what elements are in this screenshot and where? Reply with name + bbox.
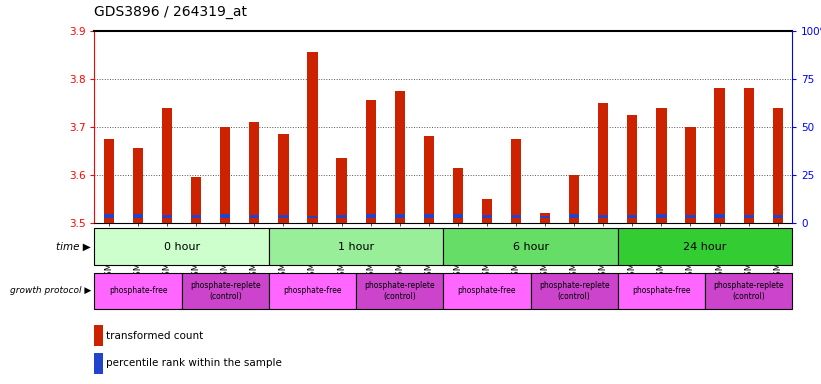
Bar [511, 215, 521, 218]
Bar [269, 228, 443, 265]
Text: phosphate-replete
(control): phosphate-replete (control) [539, 281, 609, 301]
Bar [627, 215, 637, 218]
Bar [530, 273, 618, 309]
Bar [569, 175, 580, 223]
Bar [278, 134, 288, 223]
Bar [365, 100, 376, 223]
Bar [511, 139, 521, 223]
Bar [337, 215, 346, 218]
Bar [162, 108, 172, 223]
Text: phosphate-replete
(control): phosphate-replete (control) [190, 281, 260, 301]
Bar [705, 273, 792, 309]
Bar [94, 273, 181, 309]
Bar [424, 136, 433, 223]
Bar [453, 167, 463, 223]
Bar [540, 213, 550, 223]
Bar [395, 91, 405, 223]
Text: percentile rank within the sample: percentile rank within the sample [106, 358, 282, 368]
Bar [482, 199, 492, 223]
Bar [627, 115, 637, 223]
Text: phosphate-free: phosphate-free [108, 286, 167, 295]
Bar [307, 52, 318, 223]
Bar [250, 122, 259, 223]
Bar [365, 214, 376, 218]
Bar [714, 88, 725, 223]
Text: 1 hour: 1 hour [338, 242, 374, 252]
Bar [656, 214, 667, 218]
Bar [773, 215, 782, 218]
Text: phosphate-free: phosphate-free [457, 286, 516, 295]
Text: 0 hour: 0 hour [163, 242, 200, 252]
Bar [356, 273, 443, 309]
Bar [94, 228, 269, 265]
Bar [599, 103, 608, 223]
Bar [618, 273, 705, 309]
Bar [94, 353, 103, 374]
Bar [744, 88, 754, 223]
Bar [482, 215, 492, 218]
Bar [714, 214, 725, 218]
Bar [424, 214, 433, 218]
Text: transformed count: transformed count [106, 331, 204, 341]
Bar [618, 228, 792, 265]
Bar [133, 148, 143, 223]
Bar [744, 215, 754, 218]
Bar [395, 214, 405, 218]
Bar [250, 215, 259, 218]
Bar [443, 228, 618, 265]
Bar [773, 108, 782, 223]
Bar [443, 273, 530, 309]
Bar [162, 215, 172, 218]
Bar [599, 215, 608, 218]
Bar [686, 127, 695, 223]
Bar [220, 127, 231, 223]
Bar [104, 214, 114, 218]
Bar [656, 108, 667, 223]
Text: growth protocol ▶: growth protocol ▶ [10, 286, 91, 295]
Text: 6 hour: 6 hour [512, 242, 548, 252]
Bar [686, 215, 695, 218]
Bar [269, 273, 356, 309]
Bar [220, 214, 231, 218]
Bar [104, 139, 114, 223]
Text: phosphate-replete
(control): phosphate-replete (control) [365, 281, 435, 301]
Text: phosphate-free: phosphate-free [632, 286, 690, 295]
Text: phosphate-replete
(control): phosphate-replete (control) [713, 281, 784, 301]
Text: GDS3896 / 264319_at: GDS3896 / 264319_at [94, 5, 247, 19]
Text: phosphate-free: phosphate-free [283, 286, 342, 295]
Bar [337, 158, 346, 223]
Bar [191, 215, 201, 218]
Bar [278, 215, 288, 218]
Text: time ▶: time ▶ [56, 242, 91, 252]
Bar [94, 325, 103, 346]
Bar [133, 214, 143, 218]
Bar [540, 215, 550, 218]
Bar [569, 214, 580, 218]
Text: 24 hour: 24 hour [683, 242, 727, 252]
Bar [307, 215, 318, 218]
Bar [191, 177, 201, 223]
Bar [453, 214, 463, 218]
Bar [181, 273, 269, 309]
